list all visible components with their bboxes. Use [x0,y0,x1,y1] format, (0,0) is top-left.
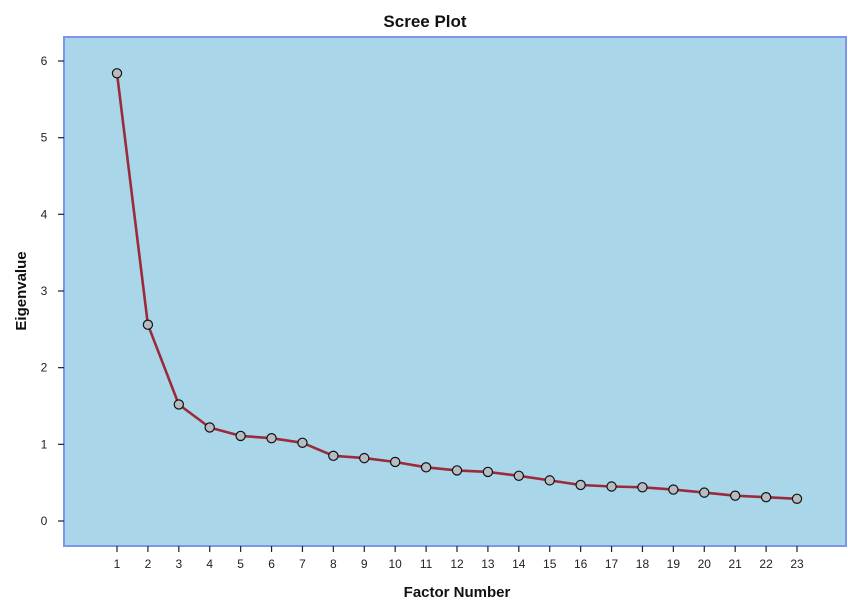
data-point [513,470,525,481]
x-tick-label: 17 [605,557,619,571]
data-point [699,487,710,498]
data-point [575,479,586,491]
x-tick-label: 23 [790,557,804,571]
x-tick-label: 20 [698,557,712,571]
y-tick-label: 5 [41,131,48,145]
data-point [544,475,555,486]
data-point [791,493,803,504]
x-tick-label: 13 [481,557,495,571]
y-axis: 0 1 2 3 4 5 6 [41,54,64,528]
x-tick-label: 8 [330,557,337,571]
x-tick-label: 14 [512,557,526,571]
data-point [266,433,277,444]
x-tick-label: 11 [420,557,433,571]
x-tick-label: 12 [450,557,464,571]
x-axis-label: Factor Number [404,584,511,601]
data-point [606,481,617,492]
y-tick-label: 0 [41,514,48,528]
y-tick-label: 1 [41,437,48,451]
x-tick-label: 7 [299,557,306,571]
data-point [111,68,123,79]
data-point [297,437,308,448]
x-tick-label: 18 [636,557,650,571]
x-tick-label: 9 [361,557,368,571]
data-point [173,399,185,410]
data-point [760,492,772,503]
y-tick-label: 2 [41,361,48,375]
x-axis: 1 2 3 4 5 6 7 8 9 10 11 12 13 14 15 16 17 18 19 20 21 22 23 [114,546,804,571]
x-tick-label: 5 [237,557,244,571]
y-axis-label: Eigenvalue [13,251,30,330]
data-point [359,452,370,464]
data-point [451,465,463,476]
data-point [482,466,494,478]
x-tick-label: 21 [729,557,743,571]
y-tick-label: 4 [41,207,48,221]
data-point [235,430,246,442]
data-point [389,456,401,468]
data-point [142,319,154,330]
x-tick-label: 6 [268,557,275,571]
x-tick-label: 16 [574,557,588,571]
data-point [668,484,679,495]
data-point [637,482,648,493]
data-point [729,490,741,501]
x-tick-label: 10 [389,557,403,571]
x-tick-label: 3 [175,557,182,571]
data-point [204,422,215,433]
x-tick-label: 22 [759,557,773,571]
plot-area [63,36,847,547]
x-tick-label: 4 [206,557,213,571]
data-point [420,462,432,473]
y-tick-label: 3 [41,284,48,298]
series-layer [111,68,803,504]
chart-title: Scree Plot [383,12,466,31]
x-tick-label: 15 [543,557,557,571]
x-tick-label: 19 [667,557,681,571]
y-tick-label: 6 [41,54,48,68]
x-tick-label: 2 [145,557,152,571]
data-point [328,450,339,462]
x-tick-label: 1 [114,557,121,571]
